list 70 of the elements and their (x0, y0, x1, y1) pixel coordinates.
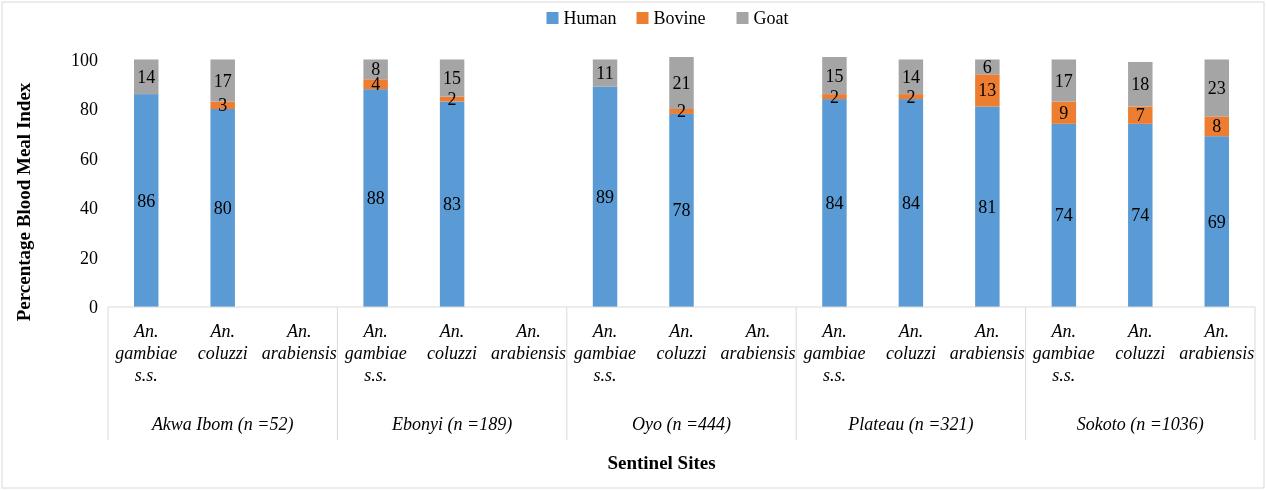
data-label: 21 (672, 72, 691, 93)
x-tick-label: An. coluzzi (1115, 321, 1166, 363)
x-tick-label: An. gambiae s.s. (1032, 321, 1095, 385)
legend-label: Bovine (653, 8, 706, 28)
data-label: 83 (443, 194, 462, 215)
data-label: 2 (677, 101, 686, 122)
y-tick-label: 40 (80, 198, 98, 219)
data-label: 8 (1212, 116, 1222, 137)
data-label: 6 (982, 56, 992, 77)
x-tick-label: An. gambiae s.s. (115, 321, 178, 385)
y-tick-label: 60 (80, 148, 98, 169)
data-label: 80 (213, 197, 232, 218)
data-label: 14 (137, 66, 156, 87)
text: Oyo (n =444) (631, 414, 732, 435)
y-tick-label: 0 (89, 297, 98, 318)
data-label: 13 (978, 80, 997, 101)
x-tick-label: An. coluzzi (427, 321, 478, 363)
bar (1204, 136, 1229, 307)
bar (592, 86, 618, 307)
data-label: 15 (443, 68, 462, 89)
bar (1051, 123, 1077, 307)
data-label: 23 (1207, 77, 1226, 98)
data-label: 74 (1131, 205, 1150, 226)
data-label: 69 (1207, 211, 1226, 232)
x-tick-label: An. gambiae s.s. (344, 321, 407, 385)
x-tick-label: An. arabiensis (491, 321, 567, 363)
bar (1128, 61, 1153, 107)
x-tick-label: An. arabiensis (261, 321, 337, 363)
text: Akwa Ibom (n =52) (150, 414, 294, 435)
data-label: 11 (596, 63, 614, 84)
data-label: 84 (901, 193, 920, 214)
text: Sokoto (n =1036) (1076, 414, 1204, 435)
data-label: 84 (825, 193, 844, 214)
y-tick-label: 80 (80, 99, 98, 120)
x-axis-title: Sentinel Sites (607, 452, 716, 473)
data-label: 17 (213, 70, 232, 91)
x-tick-label: An. arabiensis (720, 321, 796, 363)
x-tick-label: An. arabiensis (1179, 321, 1255, 363)
x-tick-label: An. gambiae s.s. (574, 321, 637, 385)
x-tick-label: An. coluzzi (885, 321, 936, 363)
data-label: 15 (825, 65, 844, 86)
x-tick-label: An. arabiensis (949, 321, 1025, 363)
x-tick-label: An. coluzzi (656, 321, 707, 363)
data-label: 74 (1054, 205, 1073, 226)
y-tick-label: 100 (71, 49, 98, 70)
bar (1204, 59, 1229, 117)
data-label: 17 (1054, 70, 1073, 91)
bar (134, 94, 159, 307)
data-label: 88 (366, 188, 385, 209)
data-label: 81 (978, 196, 997, 217)
data-label: 7 (1135, 105, 1145, 126)
text: Ebonyi (n =189) (391, 414, 513, 435)
bar (1128, 123, 1153, 307)
y-axis-title: Percentage Blood Meal Index (13, 82, 34, 322)
x-tick-label: An. coluzzi (197, 321, 248, 363)
x-tick-label: An. gambiae s.s. (803, 321, 866, 385)
text: Plateau (n =321) (847, 414, 974, 435)
bar (975, 106, 1000, 307)
bar (363, 89, 388, 307)
data-label: 89 (596, 186, 615, 207)
legend-label: Human (563, 8, 617, 28)
data-label: 9 (1059, 102, 1069, 123)
bar (1051, 59, 1077, 102)
legend-label: Goat (753, 8, 789, 28)
data-label: 18 (1131, 74, 1150, 95)
data-label: 86 (137, 190, 156, 211)
y-tick-label: 20 (80, 247, 98, 268)
data-label: 14 (901, 66, 920, 87)
bar (975, 74, 1000, 107)
data-label: 78 (672, 200, 691, 221)
